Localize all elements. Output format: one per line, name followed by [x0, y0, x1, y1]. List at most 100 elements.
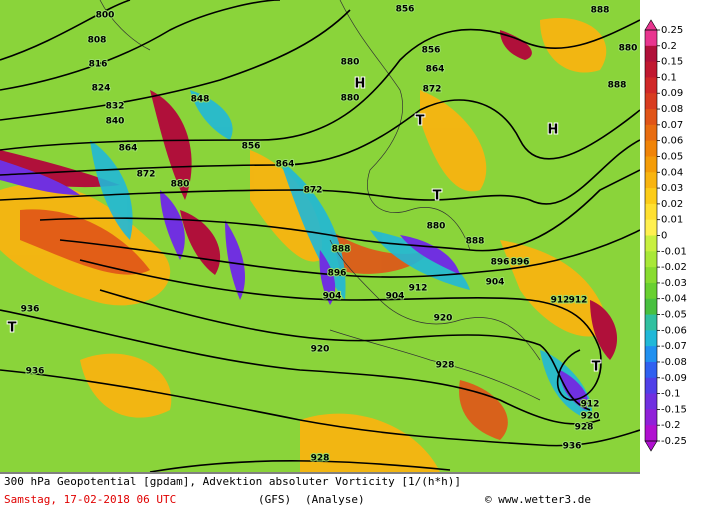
map-field	[0, 0, 640, 472]
colorbar-arrow-bottom	[644, 440, 658, 452]
colorbar-tick-label: 0.03	[661, 183, 683, 194]
contour-label: 856	[422, 46, 441, 56]
colorbar-tick-label: -0.06	[661, 325, 687, 336]
colorbar-tick-label: 0.09	[661, 88, 683, 99]
colorbar-band	[645, 298, 657, 316]
contour-label: 912	[551, 296, 570, 306]
colorbar-band	[645, 267, 657, 284]
pressure-centre: T	[433, 189, 442, 204]
contour-label: 864	[119, 144, 138, 154]
colorbar-band	[645, 377, 657, 395]
contour-label: 888	[591, 6, 610, 16]
contour-label: 888	[608, 81, 627, 91]
contour-label: 872	[423, 85, 442, 95]
colorbar-band	[645, 235, 657, 252]
contour-label: 904	[386, 292, 405, 302]
contour-label: 880	[171, 180, 190, 190]
colorbar-band	[645, 361, 657, 379]
colorbar-tick-label: 0.1	[661, 72, 677, 83]
pressure-centre: T	[416, 114, 425, 129]
colorbar-tick-label: -0.15	[661, 404, 687, 415]
colorbar-band	[645, 409, 657, 426]
colorbar-tick-label: 0.15	[661, 57, 683, 68]
contour-label: 928	[311, 454, 330, 464]
contour-label: 912	[581, 400, 600, 410]
contour-label: 856	[242, 142, 261, 152]
contour-label: 840	[106, 117, 125, 127]
contour-label: 912	[409, 284, 428, 294]
contour-label: 920	[581, 412, 600, 422]
colorbar: 0.25 0.2 0.15 0.1 0.09 0.08 0.07 0.06 0.05 0.04 0.…	[644, 19, 687, 452]
colorbar-tick-label: -0.07	[661, 341, 687, 352]
contour-label: 920	[311, 345, 330, 355]
footer-background	[0, 472, 640, 513]
contour-label: 872	[137, 170, 156, 180]
colorbar-tick-label: 0.07	[661, 120, 683, 131]
colorbar-band	[645, 314, 657, 331]
contour-label: 920	[434, 314, 453, 324]
colorbar-band	[645, 330, 657, 347]
footer-date: Samstag, 17-02-2018 06 UTC	[4, 493, 176, 506]
colorbar-tick-label: -0.08	[661, 357, 687, 368]
colorbar-band	[645, 156, 657, 173]
colorbar-band	[645, 219, 657, 236]
colorbar-band	[645, 393, 657, 410]
contour-label: 896	[328, 269, 347, 279]
colorbar-band	[645, 282, 657, 300]
colorbar-band	[645, 124, 657, 142]
colorbar-band	[645, 77, 657, 94]
contour-label: 896	[491, 258, 510, 268]
pressure-centre: T	[592, 360, 601, 375]
pressure-centre: H	[355, 77, 366, 92]
colorbar-tick-label: -0.09	[661, 373, 687, 384]
colorbar-tick-label: 0.02	[661, 199, 683, 210]
contour-label: 880	[341, 94, 360, 104]
colorbar-band	[645, 30, 657, 47]
contour-label: 800	[96, 11, 115, 21]
colorbar-tick-label: -0.03	[661, 278, 687, 289]
colorbar-tick-label: 0.01	[661, 215, 683, 226]
colorbar-band	[645, 346, 657, 363]
contour-label: 880	[341, 58, 360, 68]
contour-label: 936	[21, 305, 40, 315]
colorbar-band	[645, 251, 657, 268]
colorbar-tick-label: 0.25	[661, 25, 683, 36]
footer-run: (Analyse)	[305, 493, 365, 506]
colorbar-tick-label: 0.04	[661, 167, 683, 178]
contour-label: 808	[88, 36, 107, 46]
contour-label: 912	[569, 296, 588, 306]
colorbar-tick-label: -0.1	[661, 389, 681, 400]
contour-label: 880	[427, 222, 446, 232]
colorbar-band	[645, 45, 657, 63]
colorbar-band	[645, 109, 657, 126]
contour-label: 904	[323, 292, 342, 302]
colorbar-tick-label: -0.04	[661, 294, 687, 305]
contour-label: 824	[92, 84, 111, 94]
colorbar-band	[645, 140, 657, 157]
colorbar-tick-label: -0.2	[661, 420, 681, 431]
colorbar-tick-label: -0.01	[661, 246, 687, 257]
colorbar-tick-label: 0.06	[661, 136, 683, 147]
contour-label: 928	[436, 361, 455, 371]
footer-credit: © www.wetter3.de	[485, 493, 591, 506]
contour-label: 832	[106, 102, 125, 112]
pressure-centre: H	[548, 123, 559, 138]
colorbar-tick-label: 0	[661, 231, 667, 242]
colorbar-band	[645, 172, 657, 189]
footer-title: 300 hPa Geopotential [gpdam], Advektion …	[4, 475, 461, 488]
contour-label: 856	[396, 5, 415, 15]
colorbar-band	[645, 425, 657, 442]
colorbar-band	[645, 61, 657, 78]
colorbar-band	[645, 188, 657, 205]
contour-label: 904	[486, 278, 505, 288]
contour-label: 936	[26, 367, 45, 377]
colorbar-tick-label: -0.02	[661, 262, 687, 273]
colorbar-band	[645, 203, 657, 221]
colorbar-tick-label: -0.05	[661, 310, 687, 321]
contour-label: 928	[575, 423, 594, 433]
contour-label: 888	[332, 245, 351, 255]
colorbar-tick-label: 0.08	[661, 104, 683, 115]
contour-label: 872	[304, 186, 323, 196]
contour-label: 816	[89, 60, 108, 70]
pressure-centre: T	[8, 321, 17, 336]
